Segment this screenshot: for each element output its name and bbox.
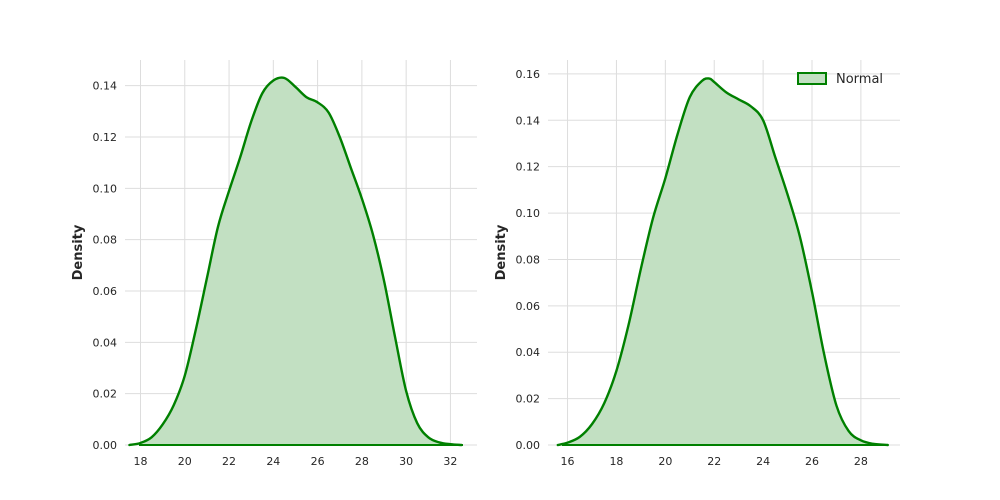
x-tick-label: 26 xyxy=(311,455,325,468)
x-tick-label: 18 xyxy=(609,455,623,468)
x-tick-label: 24 xyxy=(756,455,770,468)
x-tick-label: 16 xyxy=(561,455,575,468)
y-tick-label: 0.02 xyxy=(516,393,541,406)
x-tick-label: 32 xyxy=(443,455,457,468)
y-tick-label: 0.08 xyxy=(93,234,118,247)
y-tick-label: 0.00 xyxy=(516,439,541,452)
y-tick-label: 0.04 xyxy=(93,336,118,349)
y-tick-label: 0.12 xyxy=(516,161,541,174)
x-tick-label: 20 xyxy=(658,455,672,468)
x-tick-label: 28 xyxy=(355,455,369,468)
density-area-fill xyxy=(557,78,888,445)
legend-swatch xyxy=(797,72,827,85)
y-tick-label: 0.14 xyxy=(93,80,118,93)
density-line xyxy=(556,77,889,447)
y-tick-label: 0.08 xyxy=(516,253,541,266)
legend: Normal xyxy=(797,72,883,87)
y-tick-label: 0.06 xyxy=(93,285,118,298)
density-area-fill xyxy=(129,77,462,445)
y-tick-label: 0.06 xyxy=(516,300,541,313)
legend-label: Normal xyxy=(836,72,883,87)
y-tick-label: 0.16 xyxy=(516,68,541,81)
y-tick-label: 0.04 xyxy=(516,346,541,359)
x-tick-label: 22 xyxy=(222,455,236,468)
x-tick-label: 20 xyxy=(178,455,192,468)
x-tick-label: 28 xyxy=(854,455,868,468)
y-tick-label: 0.02 xyxy=(93,388,118,401)
y-axis-label: Density xyxy=(494,224,509,280)
density-line xyxy=(128,76,463,447)
x-tick-label: 30 xyxy=(399,455,413,468)
y-tick-label: 0.10 xyxy=(516,207,541,220)
x-tick-label: 22 xyxy=(707,455,721,468)
x-tick-label: 26 xyxy=(805,455,819,468)
x-tick-label: 18 xyxy=(133,455,147,468)
x-tick-label: 24 xyxy=(266,455,280,468)
y-tick-label: 0.00 xyxy=(93,439,118,452)
y-axis-label: Density xyxy=(71,224,86,280)
y-tick-label: 0.10 xyxy=(93,182,118,195)
left-density-panel: 18 20 22 24 26 28 30 32 0.00 0.02 0.04 0.06 0.08 0.10… xyxy=(71,60,477,468)
right-density-panel: 16 18 20 22 24 26 28 0.00 0.02 0.04 0.06 0.08 0.10 0.… xyxy=(494,60,900,468)
y-tick-label: 0.14 xyxy=(516,114,541,127)
y-tick-label: 0.12 xyxy=(93,131,118,144)
